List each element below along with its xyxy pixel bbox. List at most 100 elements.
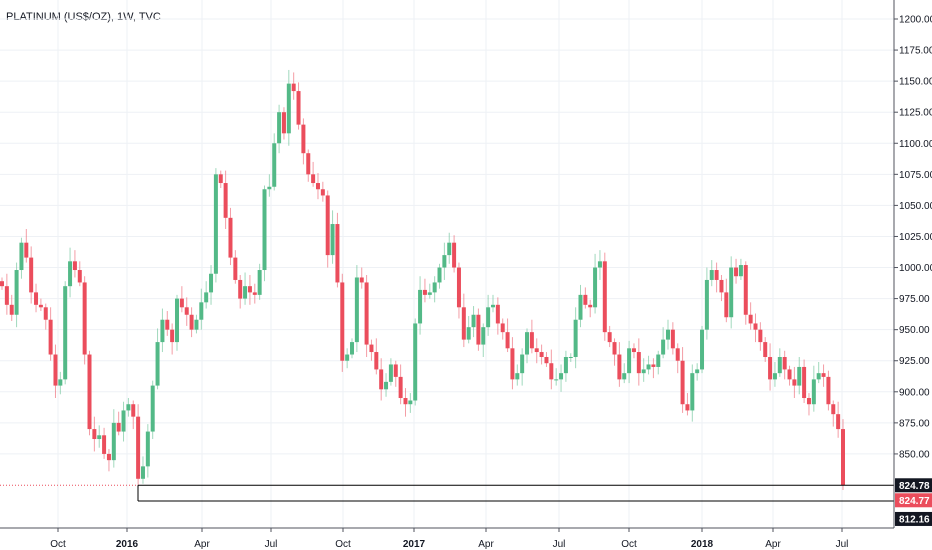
- candle-body: [607, 332, 612, 343]
- candle-body: [379, 369, 384, 390]
- candle-body: [772, 373, 777, 380]
- candle-body: [194, 319, 199, 330]
- candle: [97, 425, 102, 448]
- candle-body: [539, 352, 544, 358]
- candle-body: [452, 242, 457, 268]
- candle-body: [627, 348, 632, 374]
- candle-body: [102, 435, 107, 454]
- candle: [350, 338, 355, 359]
- x-tick-label: Apr: [478, 539, 494, 550]
- candle: [612, 338, 617, 366]
- candle: [559, 364, 564, 392]
- price-tag-lower-text: 812.16: [899, 514, 930, 525]
- candle-body: [690, 373, 695, 411]
- candle: [476, 308, 481, 351]
- candle-body: [738, 265, 743, 277]
- candle: [806, 393, 811, 416]
- candle-body: [593, 267, 598, 308]
- candle: [437, 263, 442, 289]
- candle: [63, 281, 68, 385]
- candle: [427, 283, 432, 299]
- candle: [772, 361, 777, 387]
- candle-body: [821, 373, 826, 377]
- time-axis[interactable]: Oct 2016 Apr Jul Oct 2017 Apr Jul Oct 2018 Apr Jul: [50, 528, 848, 550]
- candle-body: [500, 323, 505, 333]
- candle-body: [427, 292, 432, 295]
- candle-body: [505, 332, 510, 349]
- candle-body: [461, 307, 466, 340]
- candle-body: [456, 267, 461, 308]
- candle: [670, 322, 675, 355]
- candle: [388, 358, 393, 386]
- price-axis[interactable]: 850.00 875.00 900.00 925.00 950.00 975.00 1000…: [894, 15, 932, 461]
- candle-body: [563, 357, 568, 374]
- candle: [131, 400, 136, 430]
- candle-body: [719, 279, 724, 293]
- candle-body: [768, 357, 773, 380]
- candle: [38, 298, 43, 312]
- candle-body: [189, 314, 194, 330]
- candle-body: [403, 398, 408, 405]
- candle-body: [787, 369, 792, 380]
- candle: [291, 72, 296, 100]
- candle: [466, 315, 471, 344]
- candle-body: [291, 83, 296, 92]
- candle: [841, 419, 845, 490]
- candle: [510, 337, 515, 390]
- candle: [4, 273, 9, 315]
- x-tick-label: Jul: [553, 539, 566, 550]
- candle-body: [826, 376, 831, 405]
- candle-body: [622, 373, 627, 380]
- candle: [821, 364, 826, 387]
- candle: [189, 307, 194, 338]
- candle-body: [165, 319, 170, 330]
- candle-body: [797, 366, 802, 386]
- candle-body: [160, 319, 165, 343]
- y-tick-label: 1100.00: [899, 139, 932, 150]
- candle-body: [777, 357, 782, 374]
- candle-body: [525, 332, 530, 355]
- candle-body: [641, 369, 646, 374]
- candle: [641, 358, 646, 382]
- candle-body: [311, 174, 316, 184]
- y-tick-label: 1025.00: [899, 232, 932, 243]
- candle-body: [437, 267, 442, 283]
- candle-body: [87, 354, 92, 430]
- candle-body: [471, 314, 476, 328]
- price-tag-lower: 812.16: [895, 511, 932, 526]
- candle: [481, 323, 486, 358]
- candle: [247, 274, 252, 305]
- candle: [403, 388, 408, 417]
- candle-body: [301, 124, 306, 154]
- candle: [77, 261, 82, 287]
- candle: [734, 258, 739, 284]
- x-tick-label: Oct: [621, 539, 637, 550]
- candle-body: [77, 270, 82, 283]
- candle-body: [140, 466, 145, 479]
- candle: [238, 274, 243, 309]
- candle: [583, 287, 588, 309]
- candle: [9, 294, 14, 321]
- candle-body: [442, 255, 447, 268]
- candle-body: [228, 217, 233, 258]
- candle: [126, 398, 131, 417]
- candle: [136, 404, 141, 488]
- candle: [330, 210, 335, 264]
- candle: [432, 276, 437, 303]
- candle-body: [72, 261, 77, 271]
- candle-body: [398, 376, 403, 399]
- candle-body: [656, 354, 661, 367]
- candle-body: [588, 304, 593, 308]
- candle: [102, 427, 107, 459]
- candle-body: [38, 304, 43, 308]
- candle: [170, 323, 175, 355]
- y-tick-label: 950.00: [899, 325, 930, 336]
- candle: [398, 364, 403, 405]
- candle-body: [529, 332, 534, 349]
- candle: [218, 170, 223, 189]
- candle-body: [92, 429, 97, 440]
- candle: [145, 424, 150, 478]
- candle: [729, 256, 734, 329]
- candles: [0, 69, 845, 490]
